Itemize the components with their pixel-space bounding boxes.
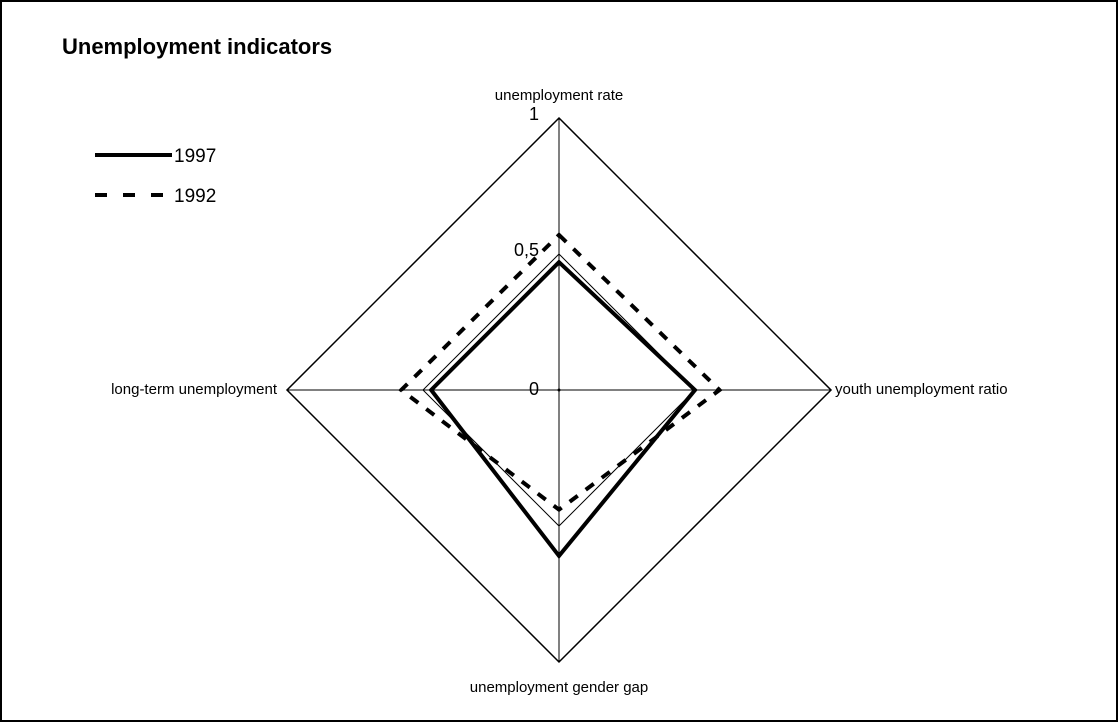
category-label: unemployment gender gap <box>470 679 648 696</box>
legend-label: 1997 <box>174 146 216 167</box>
tick-label: 1 <box>529 104 539 124</box>
tick-label: 0 <box>529 379 539 399</box>
grid-center <box>557 388 561 392</box>
series-line <box>428 259 698 560</box>
grid-ring <box>285 116 833 664</box>
category-label: long-term unemployment <box>111 381 278 398</box>
category-label: youth unemployment ratio <box>835 381 1008 398</box>
chart-title: Unemployment indicators <box>62 34 332 59</box>
tick-label: 0,5 <box>514 240 539 260</box>
legend-label: 1992 <box>174 186 216 207</box>
series-line <box>398 232 723 513</box>
category-label: unemployment rate <box>495 87 623 104</box>
